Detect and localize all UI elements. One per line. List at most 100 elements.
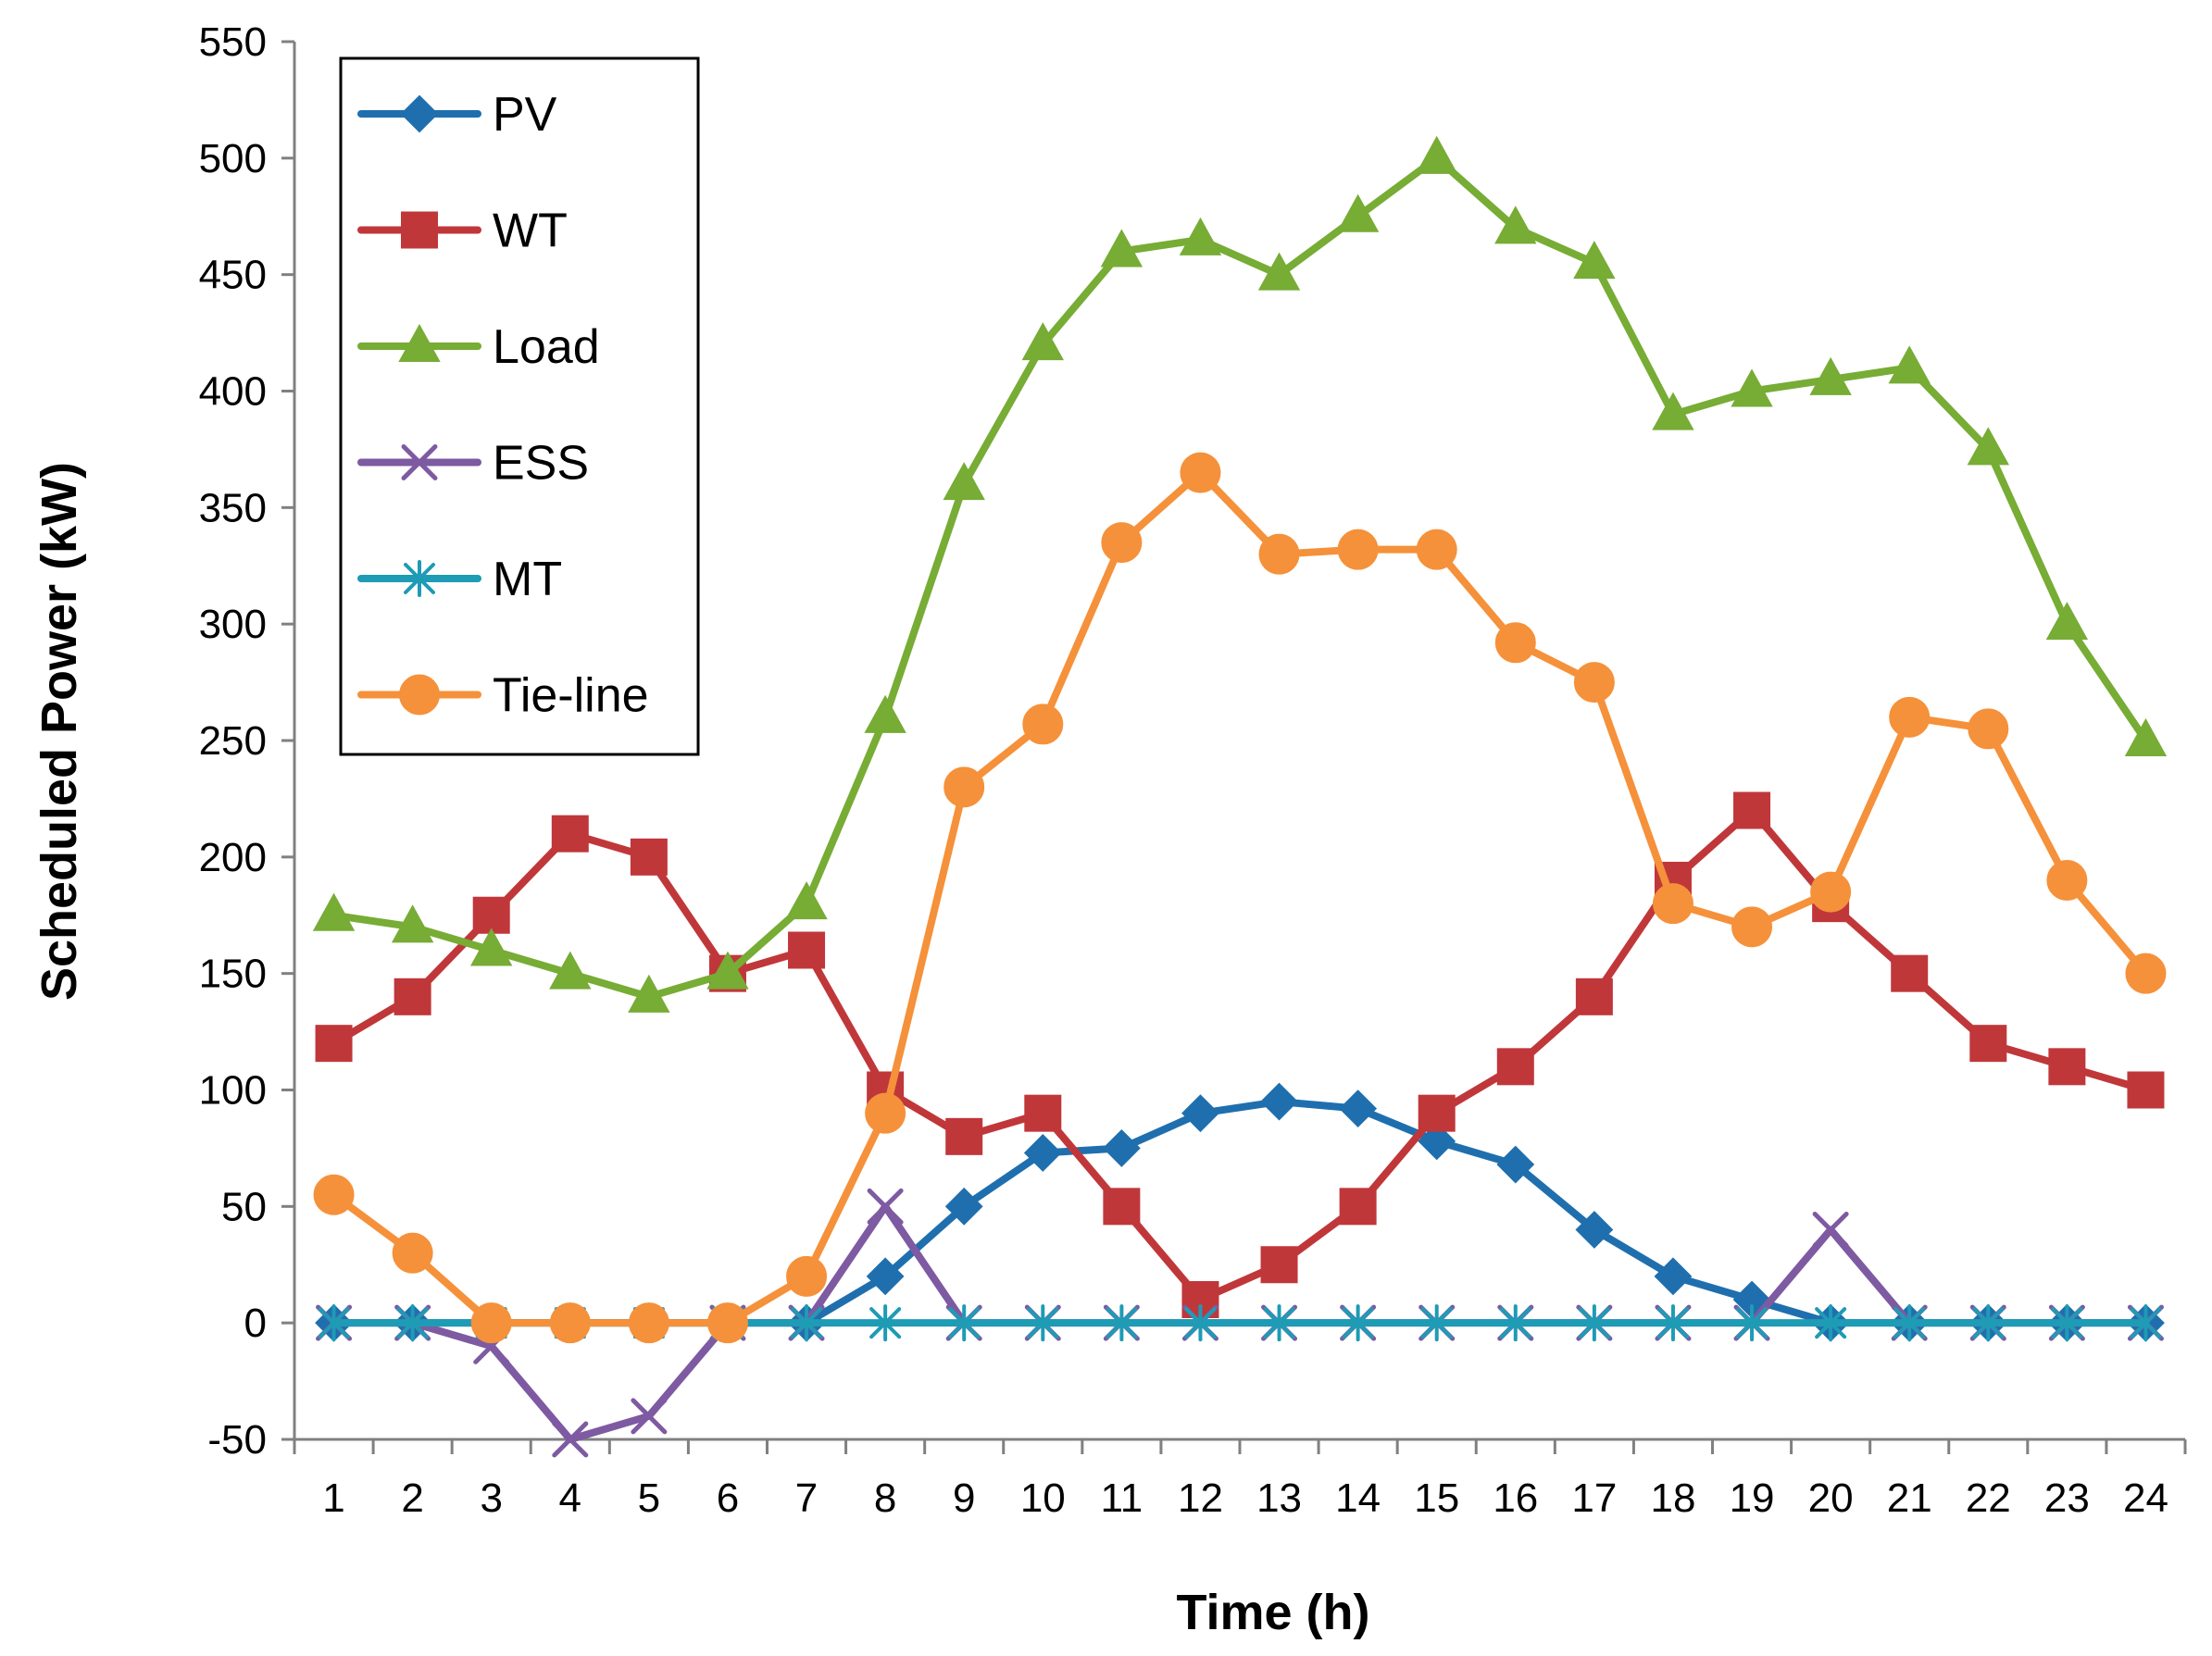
x-tick-label: 1 xyxy=(322,1475,344,1521)
data-point-mt xyxy=(2130,1304,2162,1342)
y-tick-label: 550 xyxy=(199,19,267,65)
data-point-load xyxy=(470,928,513,966)
data-point-pv xyxy=(1339,1089,1378,1128)
y-tick-label: 400 xyxy=(199,369,267,415)
x-tick-label: 9 xyxy=(953,1475,975,1521)
y-tick-label: 300 xyxy=(199,602,267,647)
x-tick-label: 18 xyxy=(1650,1475,1695,1521)
x-tick-labels: 1 2 3 4 5 6 7 8 9 10 11 12 13 14 15 16 17 18 19 20 21 22 23 24 xyxy=(322,1475,2168,1521)
data-point-wt xyxy=(1103,1188,1141,1226)
x-tick-label: 11 xyxy=(1101,1475,1143,1521)
data-point-tie-line xyxy=(2046,860,2088,901)
data-point-load xyxy=(2045,602,2089,641)
data-point-pv xyxy=(944,1187,983,1226)
data-point-load xyxy=(1494,205,1537,244)
data-point-load xyxy=(1652,392,1694,430)
x-tick-label: 23 xyxy=(2044,1475,2090,1521)
data-point-tie-line xyxy=(786,1255,828,1297)
x-tick-label: 3 xyxy=(480,1475,502,1521)
x-tick-label: 7 xyxy=(795,1475,818,1521)
legend-item-tie-line: Tie-line xyxy=(357,669,649,723)
data-point-tie-line xyxy=(2125,953,2167,994)
data-point-pv xyxy=(1260,1082,1298,1121)
data-point-load xyxy=(549,951,592,990)
legend-marker-ess xyxy=(401,444,438,480)
data-point-load xyxy=(1416,135,1458,174)
data-point-load xyxy=(785,881,828,920)
data-point-ess xyxy=(867,1188,904,1225)
data-point-tie-line xyxy=(313,1174,355,1215)
data-point-mt xyxy=(396,1304,429,1342)
data-point-ess xyxy=(1812,1212,1849,1248)
legend-label-ess: ESS xyxy=(493,437,589,491)
data-point-mt xyxy=(869,1304,902,1342)
data-point-mt xyxy=(1263,1304,1295,1342)
data-point-wt xyxy=(1733,791,1771,829)
data-point-wt xyxy=(1339,1188,1377,1226)
data-point-pv xyxy=(1496,1145,1535,1184)
data-point-wt xyxy=(945,1117,983,1155)
data-point-load xyxy=(1257,252,1301,291)
data-point-wt xyxy=(788,931,826,969)
data-point-load xyxy=(943,462,985,501)
legend-item-load: Load xyxy=(357,320,600,374)
data-point-mt xyxy=(948,1304,981,1342)
legend-item-wt: WT xyxy=(357,205,568,258)
series-pv xyxy=(315,1082,2165,1342)
data-point-load xyxy=(706,951,749,990)
data-point-load xyxy=(391,904,434,943)
data-point-mt xyxy=(1499,1304,1531,1342)
y-tick-label: 200 xyxy=(199,835,267,880)
data-point-tie-line xyxy=(1180,452,1221,493)
legend-label-mt: MT xyxy=(493,553,562,606)
data-point-tie-line xyxy=(470,1302,512,1344)
series-line-pv xyxy=(330,1098,2150,1327)
data-point-load xyxy=(1888,345,1931,384)
data-point-tie-line xyxy=(944,766,985,808)
data-point-mt xyxy=(1342,1304,1374,1342)
y-tick-label: 500 xyxy=(199,136,267,181)
x-tick-label: 12 xyxy=(1178,1475,1223,1521)
data-point-wt xyxy=(1024,1094,1062,1132)
data-point-wt xyxy=(1418,1094,1456,1132)
data-point-mt xyxy=(1420,1304,1453,1342)
x-tick-label: 6 xyxy=(717,1475,739,1521)
data-point-load xyxy=(1731,368,1773,407)
data-point-tie-line xyxy=(1731,906,1773,948)
data-point-tie-line xyxy=(1573,662,1615,703)
legend: PV WT Load ESS MT Tie-line xyxy=(339,56,700,756)
x-tick-label: 14 xyxy=(1335,1475,1381,1521)
data-point-wt xyxy=(472,896,510,934)
data-point-wt xyxy=(2048,1048,2086,1086)
x-axis-title: Time (h) xyxy=(1176,1585,1369,1640)
series-layer xyxy=(312,135,2168,1458)
y-tick-label: 100 xyxy=(199,1068,267,1114)
x-tick-label: 24 xyxy=(2123,1475,2168,1521)
data-point-tie-line xyxy=(1101,522,1143,564)
data-point-load xyxy=(628,974,670,1013)
data-point-tie-line xyxy=(549,1302,591,1344)
legend-item-ess: ESS xyxy=(357,437,589,491)
data-point-wt xyxy=(630,838,668,876)
data-point-mt xyxy=(1815,1304,1847,1342)
series-line-load xyxy=(330,154,2150,1001)
data-point-tie-line xyxy=(1258,533,1300,575)
x-tick-label: 17 xyxy=(1571,1475,1617,1521)
data-point-mt xyxy=(1736,1304,1768,1342)
x-tick-label: 19 xyxy=(1730,1475,1775,1521)
data-point-wt xyxy=(1891,954,1929,992)
data-point-tie-line xyxy=(1968,708,2009,750)
x-tick-label: 20 xyxy=(1808,1475,1854,1521)
legend-label-load: Load xyxy=(493,320,600,374)
x-tick-label: 13 xyxy=(1256,1475,1302,1521)
data-point-tie-line xyxy=(1022,703,1064,745)
data-point-mt xyxy=(2051,1304,2083,1342)
legend-item-pv: PV xyxy=(357,88,557,142)
x-tick-label: 5 xyxy=(638,1475,660,1521)
y-axis-title: Scheduled Power (kW) xyxy=(31,462,87,1001)
legend-label-tie-line: Tie-line xyxy=(493,669,649,723)
series-line-wt xyxy=(330,806,2150,1303)
data-point-mt xyxy=(1972,1304,2005,1342)
y-tick-label: 150 xyxy=(199,952,267,997)
data-point-pv xyxy=(1418,1122,1456,1161)
